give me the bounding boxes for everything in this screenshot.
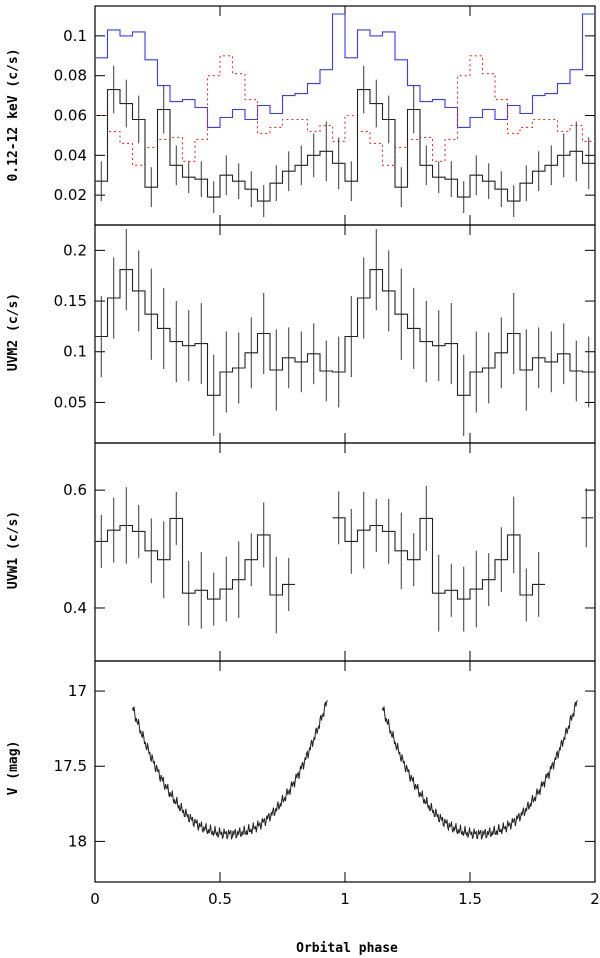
uvm2-series-0 [95,269,595,396]
ylabel-xray: 0.12-12 keV (c/s) [6,48,21,181]
xtick-label: 2 [590,890,600,908]
ytick-label-xray: 0.08 [54,67,87,85]
ytick-label-vmag: 17 [68,682,87,700]
xray-series-1 [95,55,595,166]
panel-uvw1: 0.4 0.6 [63,442,596,662]
ytick-label-uvm2: 0.2 [63,241,87,259]
ytick-label-uvw1: 0.4 [63,599,87,617]
panel-xray: 0.02 0.04 0.06 0.08 0.1 [54,5,596,226]
ytick-label-vmag: 18 [68,832,87,850]
ylabel-uvw1: UVW1 (c/s) [6,511,21,589]
ytick-label-xray: 0.04 [54,146,87,164]
ytick-label-uvm2: 0.1 [63,343,87,361]
xtick-label: 0 [90,890,100,908]
ytick-label-uvm2: 0.15 [54,292,87,310]
ytick-label-xray: 0.06 [54,107,87,125]
plot-frame-vmag [94,660,596,883]
xlabel-orbital-phase: Orbital phase [296,941,398,956]
ytick-label-xray: 0.1 [63,27,87,45]
ytick-label-vmag: 17.5 [54,757,87,775]
xtick-label: 1.5 [458,890,482,908]
ylabel-v-mag: V (mag) [6,741,21,796]
xray-series-0 [95,13,595,128]
ytick-label-uvm2: 0.05 [54,393,87,411]
uvw1-step-line [95,517,295,600]
ytick-label-xray: 0.02 [54,186,87,204]
xray-series-2 [95,89,595,202]
xtick-label: 1 [340,890,350,908]
xtick-label: 0.5 [208,890,232,908]
v-mag-light-curve [132,700,328,840]
ylabel-uvm2: UVM2 (c/s) [6,293,21,371]
panel-v-mag: 17 17.5 18 0 0.5 1 1.5 2 [54,660,600,908]
ytick-label-uvw1: 0.6 [63,481,87,499]
panel-uvm2: 0.05 0.1 0.15 0.2 [54,224,596,444]
v-mag-light-curve [382,700,578,840]
